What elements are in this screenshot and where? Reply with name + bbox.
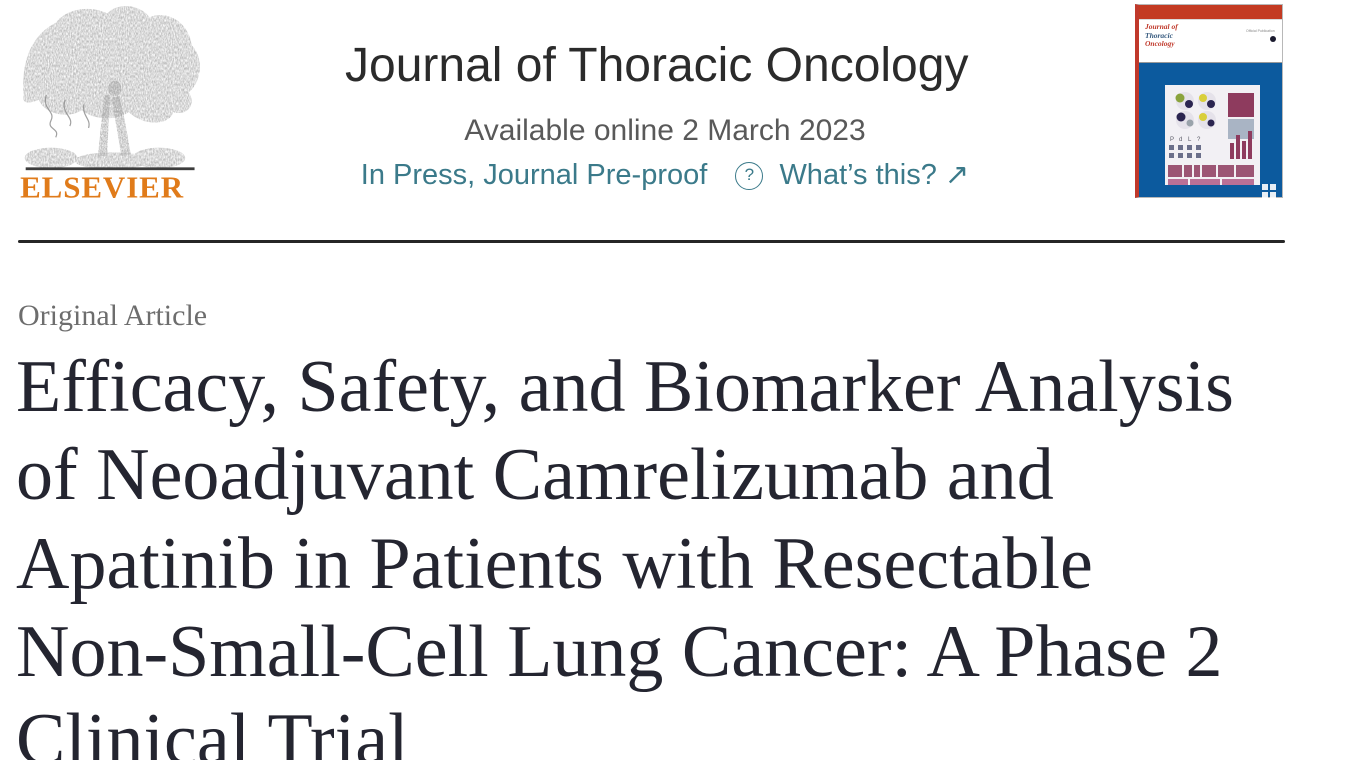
svg-text:?: ? bbox=[1197, 137, 1201, 143]
svg-text:ELSEVIER: ELSEVIER bbox=[20, 169, 184, 203]
svg-text:d: d bbox=[1179, 137, 1182, 143]
svg-text:P: P bbox=[1170, 137, 1174, 143]
svg-text:L: L bbox=[1188, 137, 1192, 143]
